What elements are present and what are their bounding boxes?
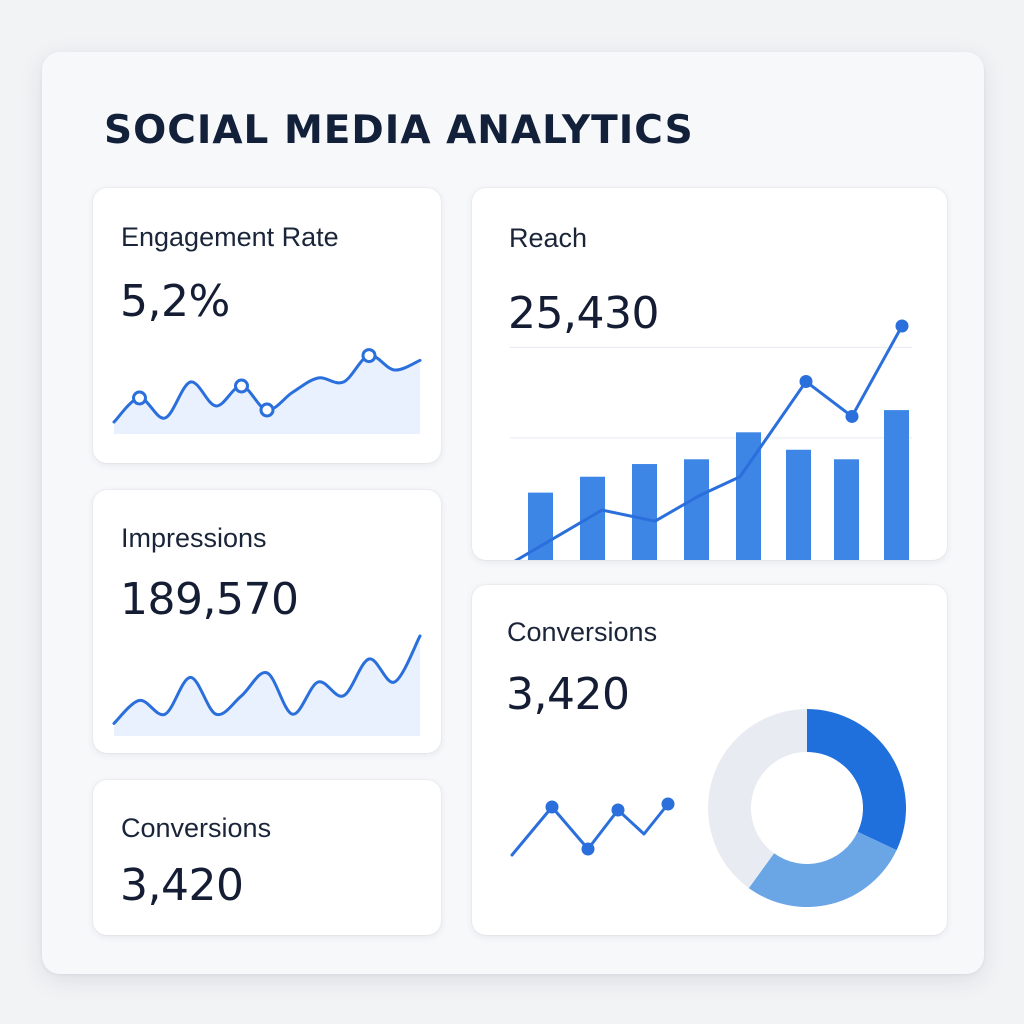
reach-trend-marker-3	[895, 319, 909, 333]
donut-slice-2	[748, 831, 897, 907]
donut-slice-1	[807, 709, 906, 851]
reach-bar-1	[528, 492, 553, 560]
engagement-marker-4	[361, 348, 377, 364]
reach-combo-chart	[510, 319, 912, 560]
engagement-card[interactable]: Engagement Rate 5,2%	[93, 188, 441, 463]
conversions-card-small[interactable]: Conversions 3,420	[93, 780, 441, 935]
conversions-mini-line	[510, 797, 675, 857]
conversions-label-small: Conversions	[121, 813, 272, 843]
reach-bar-2	[580, 476, 605, 560]
reach-value: 25,430	[508, 288, 659, 339]
impressions-line	[112, 634, 422, 725]
engagement-label: Engagement Rate	[121, 222, 339, 252]
engagement-value: 5,2%	[120, 276, 230, 327]
conversions-value-large: 3,420	[506, 669, 630, 720]
conversions-line-marker-4	[661, 797, 675, 811]
impressions-card[interactable]: Impressions 189,570	[93, 490, 441, 753]
conversions-donut-chart	[708, 709, 906, 907]
reach-card[interactable]: Reach 25,430	[472, 188, 947, 560]
conversions-line	[510, 802, 670, 857]
page-title: SOCIAL MEDIA ANALYTICS	[104, 108, 694, 153]
engagement-marker-3	[259, 402, 275, 418]
reach-bar-4	[684, 459, 709, 560]
conversions-line-marker-2	[581, 842, 595, 856]
conversions-line-marker-3	[611, 803, 625, 817]
reach-bar-8	[884, 410, 909, 560]
conversions-card-large[interactable]: Conversions 3,420	[472, 585, 947, 935]
engagement-area	[114, 355, 420, 434]
conversions-line-marker-1	[545, 800, 559, 814]
impressions-area	[114, 636, 420, 736]
reach-bar-7	[834, 459, 859, 560]
reach-bar-6	[786, 449, 811, 560]
reach-trend-marker-1	[799, 375, 813, 389]
conversions-label-large: Conversions	[507, 617, 658, 647]
impressions-value: 189,570	[120, 574, 299, 625]
impressions-label: Impressions	[121, 523, 267, 553]
impressions-sparkline	[112, 634, 422, 736]
reach-trend-marker-2	[845, 409, 859, 423]
reach-label: Reach	[509, 223, 588, 253]
dashboard-panel: SOCIAL MEDIA ANALYTICS Engagement Rate 5…	[42, 52, 984, 974]
conversions-value-small: 3,420	[120, 860, 244, 911]
engagement-marker-2	[234, 378, 249, 394]
reach-bar-3	[632, 464, 657, 560]
engagement-sparkline	[112, 348, 422, 434]
donut-slice-3	[708, 709, 807, 889]
reach-trend-line	[513, 324, 904, 560]
engagement-marker-1	[132, 390, 147, 406]
